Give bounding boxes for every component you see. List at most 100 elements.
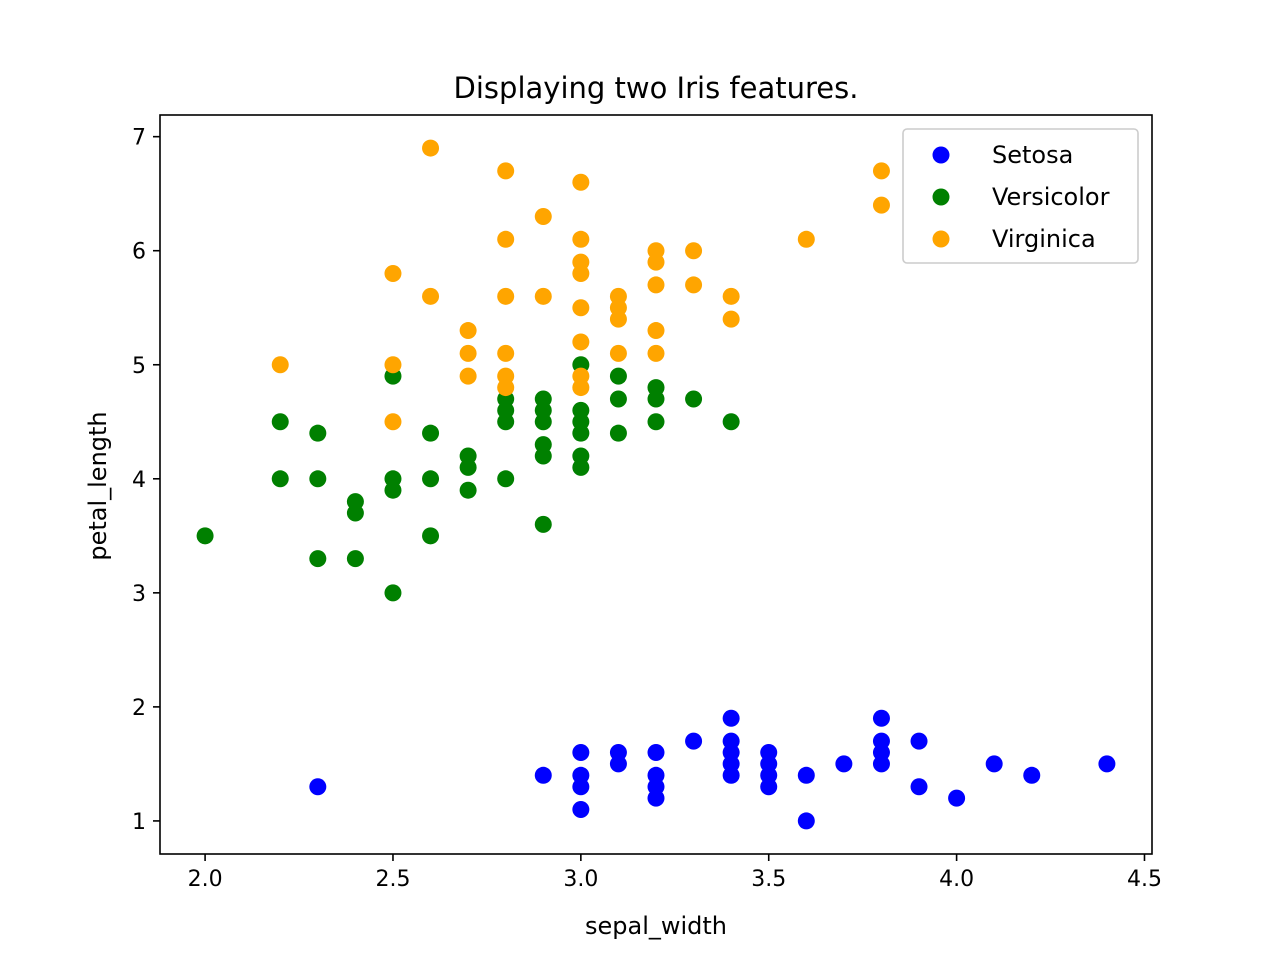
point-versicolor <box>722 413 740 431</box>
x-tick-label: 2.0 <box>188 867 223 892</box>
point-virginica <box>534 207 552 225</box>
point-virginica <box>422 139 440 157</box>
data-points <box>196 139 1116 830</box>
y-axis: 1 2 3 4 5 6 7 <box>132 126 160 835</box>
x-tick-label: 2.5 <box>375 867 410 892</box>
point-versicolor <box>534 515 552 533</box>
point-virginica <box>497 287 515 305</box>
point-versicolor <box>384 481 402 499</box>
legend-box <box>902 128 1139 264</box>
point-setosa <box>872 709 890 727</box>
point-virginica <box>609 344 627 362</box>
point-setosa <box>534 766 552 784</box>
point-virginica <box>647 322 665 340</box>
legend-marker-versicolor <box>932 188 950 206</box>
legend-marker-virginica <box>932 230 950 248</box>
x-tick-label: 4.0 <box>939 867 974 892</box>
point-versicolor <box>459 481 477 499</box>
legend-label-setosa: Setosa <box>992 141 1073 169</box>
point-virginica <box>572 230 590 248</box>
point-virginica <box>459 322 477 340</box>
point-virginica <box>647 276 665 294</box>
point-versicolor <box>271 470 289 488</box>
x-axis-label: sepal_width <box>585 912 727 940</box>
point-virginica <box>384 413 402 431</box>
point-setosa <box>910 732 928 750</box>
x-axis: 2.0 2.5 3.0 3.5 4.0 4.5 <box>188 854 1162 892</box>
point-virginica <box>647 253 665 271</box>
x-tick-label: 3.5 <box>751 867 786 892</box>
x-tick-label: 3.0 <box>563 867 598 892</box>
point-virginica <box>422 287 440 305</box>
point-setosa <box>1023 766 1041 784</box>
series-virginica <box>271 139 890 431</box>
point-versicolor <box>609 367 627 385</box>
point-virginica <box>384 356 402 374</box>
point-virginica <box>572 265 590 283</box>
point-versicolor <box>609 390 627 408</box>
point-versicolor <box>534 447 552 465</box>
point-virginica <box>459 344 477 362</box>
point-versicolor <box>572 424 590 442</box>
point-versicolor <box>534 413 552 431</box>
point-versicolor <box>459 458 477 476</box>
y-tick-label: 6 <box>132 240 146 265</box>
point-virginica <box>497 344 515 362</box>
point-versicolor <box>647 390 665 408</box>
point-virginica <box>572 173 590 191</box>
point-setosa <box>572 744 590 762</box>
point-virginica <box>722 287 740 305</box>
point-virginica <box>647 344 665 362</box>
point-versicolor <box>346 550 364 568</box>
point-virginica <box>609 310 627 328</box>
point-virginica <box>384 265 402 283</box>
point-virginica <box>497 230 515 248</box>
point-setosa <box>797 766 815 784</box>
chart-title: Displaying two Iris features. <box>454 71 859 105</box>
point-setosa <box>872 755 890 773</box>
point-setosa <box>835 755 853 773</box>
point-setosa <box>609 755 627 773</box>
point-setosa <box>572 778 590 796</box>
point-setosa <box>910 778 928 796</box>
legend-label-versicolor: Versicolor <box>992 183 1110 211</box>
point-versicolor <box>497 413 515 431</box>
point-versicolor <box>309 470 327 488</box>
point-virginica <box>722 310 740 328</box>
y-axis-label: petal_length <box>84 411 112 560</box>
point-virginica <box>271 356 289 374</box>
point-versicolor <box>497 470 515 488</box>
y-tick-label: 4 <box>132 468 146 493</box>
point-versicolor <box>384 584 402 602</box>
point-versicolor <box>309 550 327 568</box>
y-tick-label: 2 <box>132 696 146 721</box>
point-setosa <box>722 766 740 784</box>
point-virginica <box>459 367 477 385</box>
point-virginica <box>572 299 590 317</box>
point-setosa <box>948 789 966 807</box>
point-virginica <box>872 162 890 180</box>
plot-frame <box>159 114 1153 855</box>
legend-marker-setosa <box>932 146 950 164</box>
point-setosa <box>1098 755 1116 773</box>
series-versicolor <box>196 356 740 602</box>
series-setosa <box>309 709 1116 830</box>
legend: Setosa Versicolor Virginica <box>902 128 1139 264</box>
point-setosa <box>685 732 703 750</box>
point-versicolor <box>422 470 440 488</box>
point-virginica <box>497 162 515 180</box>
point-setosa <box>572 801 590 819</box>
point-versicolor <box>271 413 289 431</box>
y-tick-label: 3 <box>132 582 146 607</box>
point-setosa <box>985 755 1003 773</box>
point-versicolor <box>422 527 440 545</box>
point-virginica <box>497 379 515 397</box>
point-setosa <box>722 709 740 727</box>
point-versicolor <box>609 424 627 442</box>
point-virginica <box>685 242 703 260</box>
point-virginica <box>572 379 590 397</box>
point-versicolor <box>346 504 364 522</box>
y-tick-label: 7 <box>132 126 146 151</box>
point-versicolor <box>685 390 703 408</box>
